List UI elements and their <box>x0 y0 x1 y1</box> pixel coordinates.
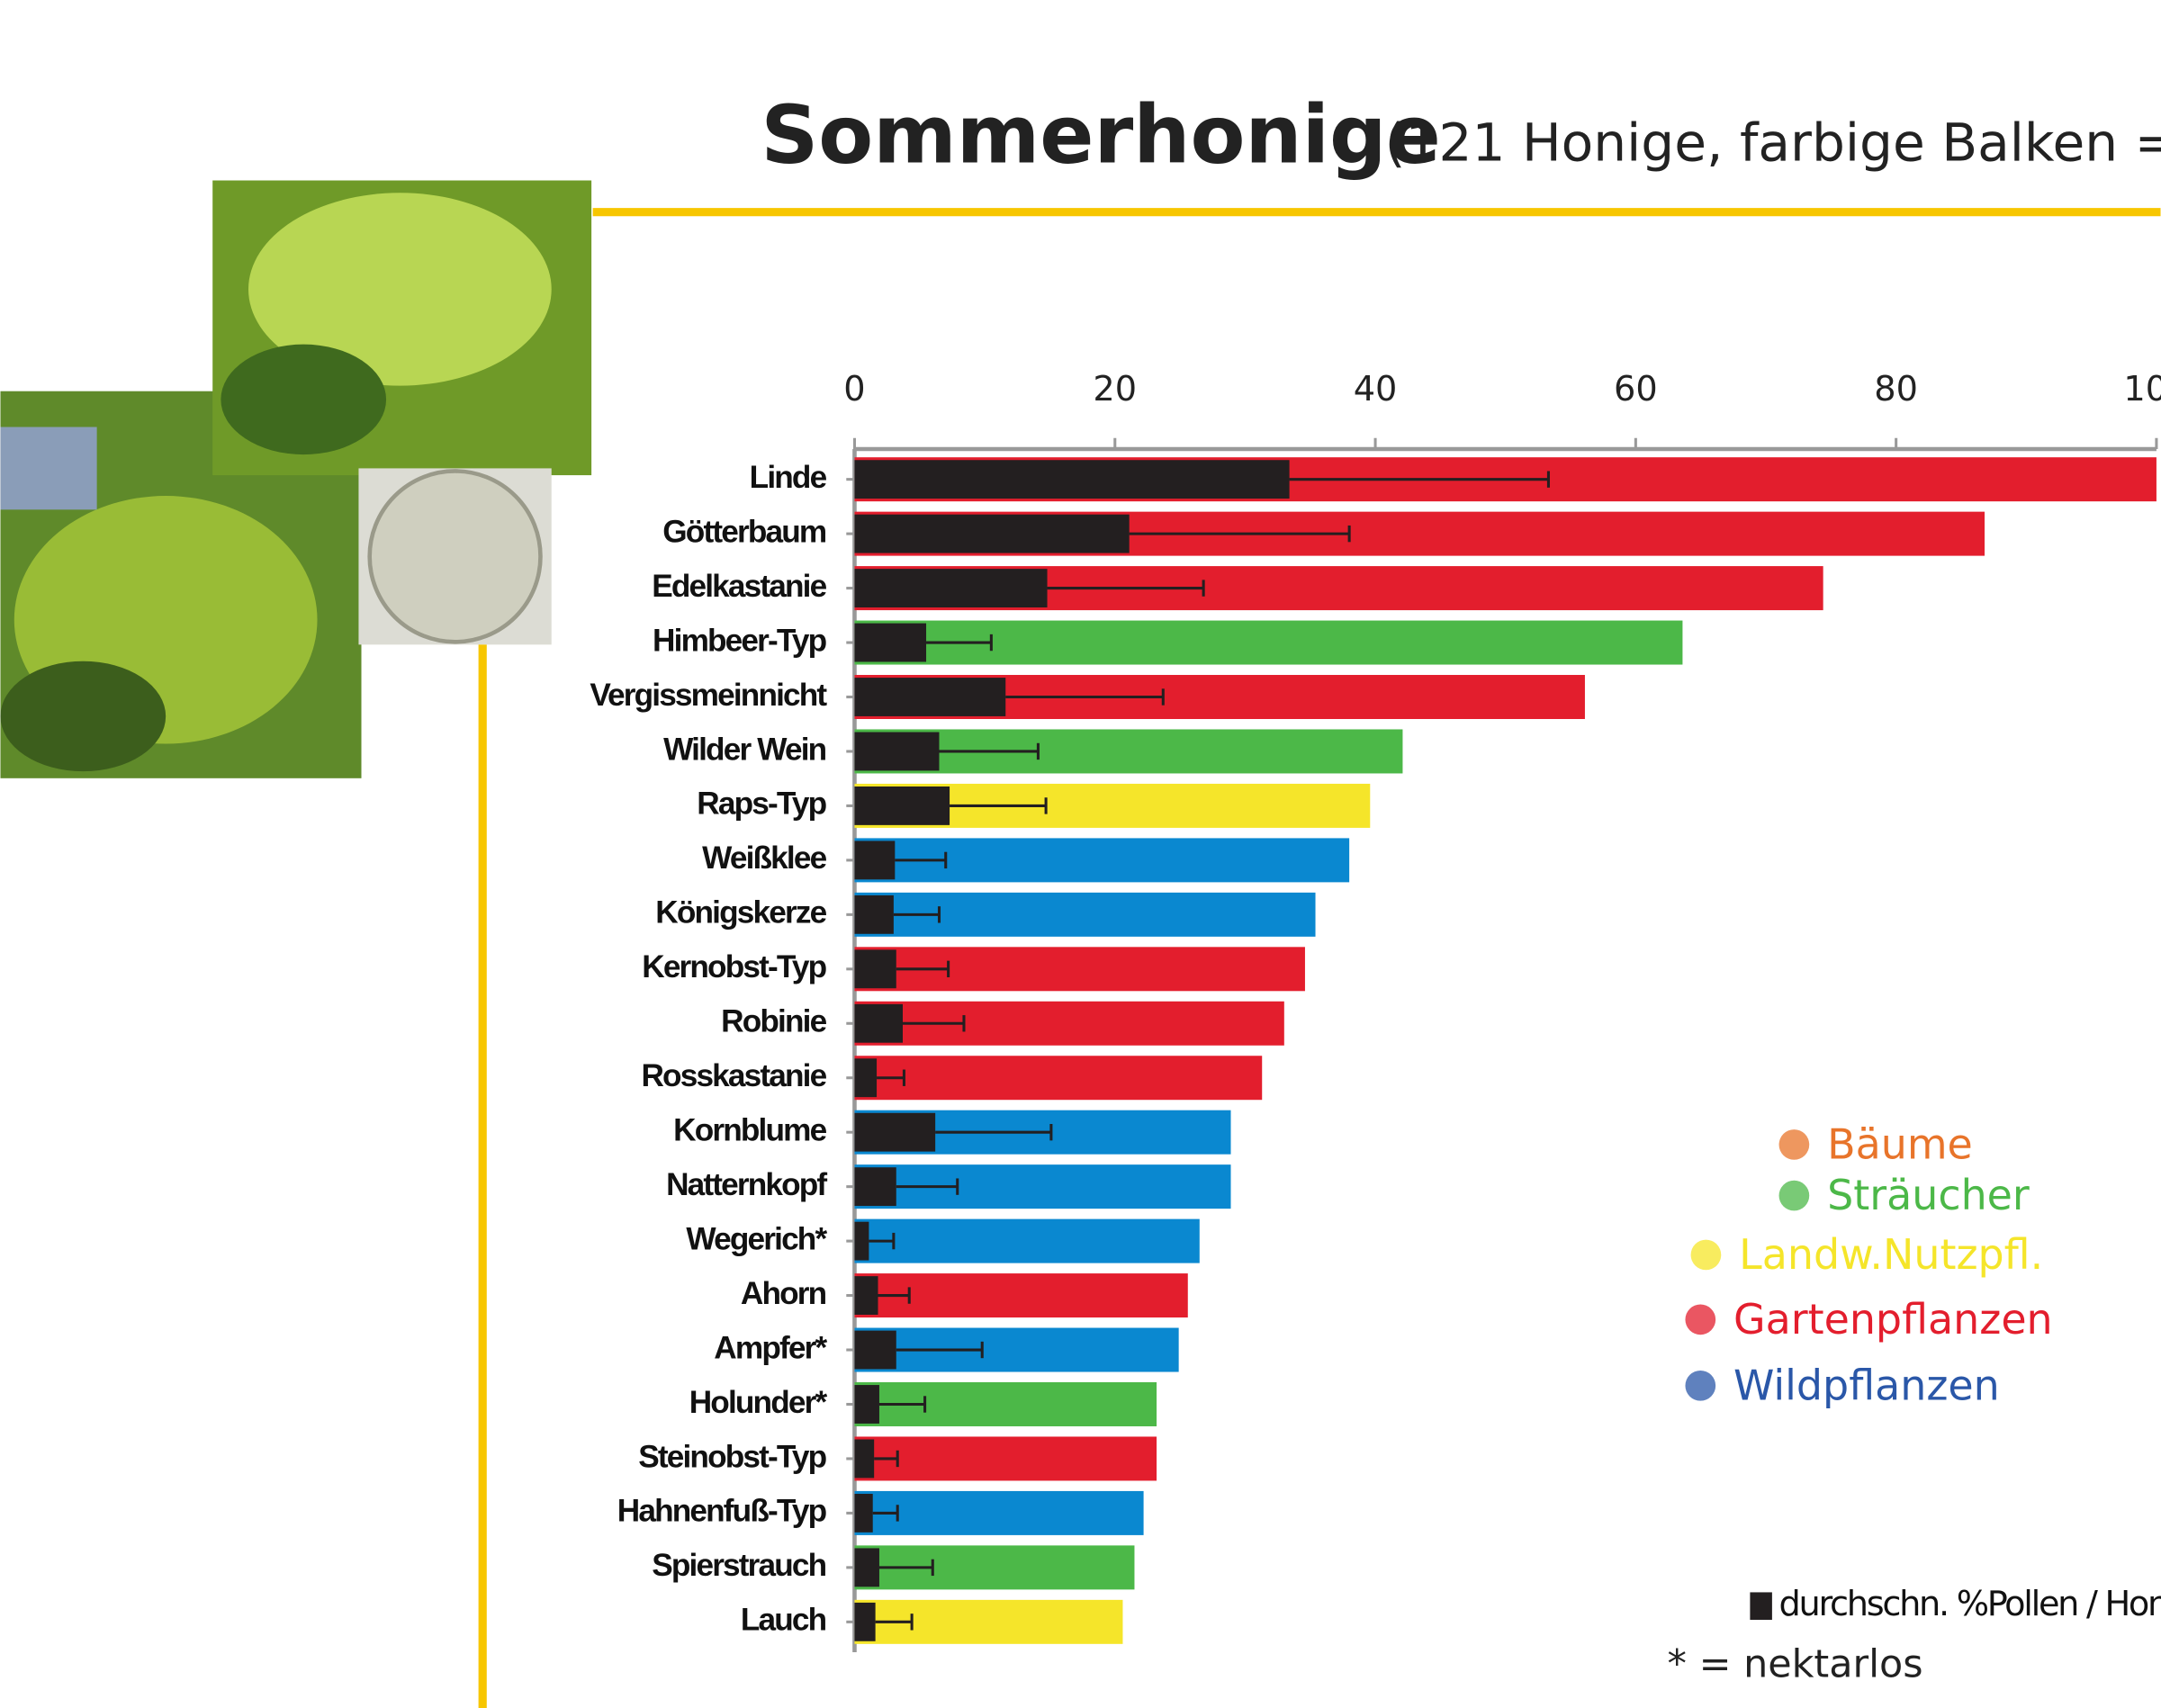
category-label: Edelkastanie <box>652 569 826 604</box>
pollen-bar <box>854 1330 896 1370</box>
legend-label: Wildpflanzen <box>1733 1361 2000 1409</box>
legend-icon <box>1778 1180 1810 1211</box>
pollen-bar <box>854 1385 879 1424</box>
photo-building <box>0 427 97 510</box>
category-label: Lauch <box>741 1603 826 1638</box>
category-label: Götterbaum <box>662 514 826 549</box>
pollen-bar <box>854 514 1130 553</box>
pollen-bar <box>854 623 927 662</box>
chart-title: Sommerhonige <box>761 89 1440 182</box>
x-tick-label: 20 <box>1093 369 1137 409</box>
category-label: Ahorn <box>741 1276 826 1311</box>
photo-leaves <box>221 344 387 455</box>
category-label: Hahnenfuß-Typ <box>617 1494 827 1529</box>
category-label: Wegerich* <box>686 1221 827 1256</box>
pollen-bar <box>854 460 1290 499</box>
category-label: Ampfer* <box>714 1330 827 1365</box>
photo-leaves <box>248 193 552 386</box>
chart-subtitle: (121 Honige, farbige Balken = <box>1385 112 2161 173</box>
legend-label: Bäume <box>1827 1120 1973 1169</box>
legend-label: Landw.Nutzpfl. <box>1739 1230 2043 1279</box>
pollen-bar <box>854 1058 878 1098</box>
bar <box>854 1436 1157 1481</box>
category-label: Königskerze <box>655 895 826 930</box>
pollen-bar <box>854 1167 896 1207</box>
pollen-bar <box>854 841 896 880</box>
category-label: Kornblume <box>673 1112 826 1147</box>
photo-leaves <box>0 661 167 772</box>
pollen-bar <box>854 1276 878 1316</box>
pollen-bar <box>854 786 950 825</box>
x-tick-label: 60 <box>1614 369 1658 409</box>
category-label: Kernobst-Typ <box>642 949 826 984</box>
x-tick-label: 40 <box>1354 369 1398 409</box>
pollen-bar <box>854 949 896 989</box>
x-tick-label: 100 <box>2123 369 2161 409</box>
pollen-bar <box>854 894 894 934</box>
photo-collage <box>0 180 592 778</box>
pollen-bar <box>854 732 940 771</box>
pollen-bar <box>854 1602 876 1641</box>
legend-swatch <box>1750 1592 1772 1621</box>
category-label: Weißklee <box>702 841 826 876</box>
legend-icon <box>1685 1304 1716 1335</box>
bar <box>854 1490 1144 1535</box>
legend-label: Gartenpflanzen <box>1733 1295 2053 1344</box>
pollen-bar <box>854 1112 936 1152</box>
category-label: Spierstrauch <box>652 1548 825 1583</box>
legend-icon <box>1685 1370 1716 1401</box>
pollen-bar <box>854 1439 875 1479</box>
bar <box>854 1056 1263 1101</box>
legend-icon <box>1778 1129 1810 1160</box>
legend-label: Sträucher <box>1827 1171 2030 1219</box>
legend-icon <box>1690 1239 1722 1271</box>
category-label: Wilder Wein <box>663 732 826 767</box>
pollen-bar <box>854 569 1048 608</box>
pollen-bar <box>854 678 1006 716</box>
category-label: Holunder* <box>689 1385 828 1420</box>
category-label: Robinie <box>721 1004 826 1039</box>
pollen-bar <box>854 1548 879 1587</box>
x-tick-label: 0 <box>843 369 865 409</box>
category-label: Rosskastanie <box>641 1058 826 1093</box>
x-tick-label: 80 <box>1874 369 1918 409</box>
pollen-bar <box>854 1493 873 1533</box>
bar <box>854 1218 1200 1263</box>
legend-label: durchschn. %Pollen / Honig <box>1779 1584 2161 1624</box>
pollen-bar <box>854 1003 903 1043</box>
category-label: Vergissmeinnicht <box>590 678 827 713</box>
category-label: Natternkopf <box>666 1167 827 1202</box>
category-label: Linde <box>750 460 827 495</box>
note: * = nektarlos <box>1668 1642 1923 1687</box>
pollen-grain <box>367 469 543 644</box>
pollen-bar <box>854 1221 869 1261</box>
category-label: Himbeer-Typ <box>653 623 827 658</box>
category-label: Steinobst-Typ <box>638 1439 826 1474</box>
category-label: Raps-Typ <box>697 787 826 822</box>
